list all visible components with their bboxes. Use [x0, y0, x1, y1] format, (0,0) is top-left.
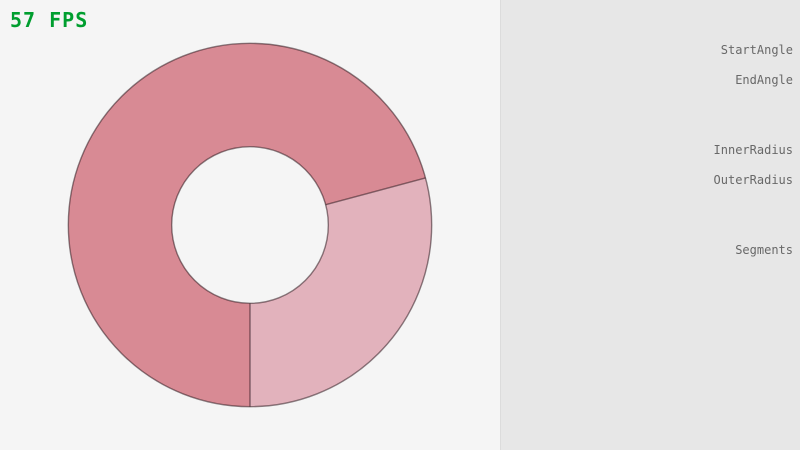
- segments-label: Segments: [735, 243, 793, 257]
- end-angle-label: EndAngle: [735, 73, 793, 87]
- outer-radius-label: OuterRadius: [713, 173, 793, 187]
- fps-counter: 57 FPS: [10, 8, 89, 32]
- controls-panel: StartAngle -255.00 EndAngle 360.00 Inner…: [500, 0, 800, 450]
- inner-radius-label: InnerRadius: [713, 143, 793, 157]
- start-angle-label: StartAngle: [720, 43, 793, 57]
- ring-drawing-canvas: [67, 42, 433, 408]
